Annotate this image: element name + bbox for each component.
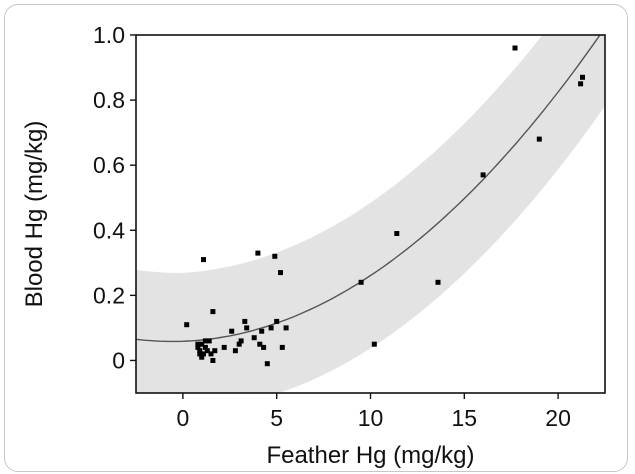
data-point bbox=[184, 322, 190, 328]
data-point bbox=[435, 279, 441, 285]
data-point bbox=[259, 328, 265, 334]
data-point bbox=[251, 335, 257, 341]
data-point bbox=[578, 81, 584, 87]
data-point bbox=[210, 358, 216, 363]
data-point bbox=[199, 341, 205, 347]
data-point bbox=[210, 309, 216, 315]
data-point bbox=[242, 318, 248, 324]
data-point bbox=[201, 257, 206, 263]
data-point bbox=[255, 250, 261, 256]
prediction-band bbox=[136, 35, 605, 393]
y-tick-label: 0.2 bbox=[93, 282, 125, 308]
data-point bbox=[197, 351, 203, 357]
data-point bbox=[204, 348, 210, 354]
x-axis-title: Feather Hg (mg/kg) bbox=[266, 442, 474, 469]
y-tick-label: 1.0 bbox=[93, 22, 125, 48]
x-tick-label: 20 bbox=[545, 405, 571, 431]
data-point bbox=[512, 45, 518, 51]
data-point bbox=[264, 361, 270, 367]
data-point bbox=[279, 344, 285, 350]
data-point bbox=[268, 325, 274, 331]
x-tick-label: 0 bbox=[177, 405, 190, 431]
data-point bbox=[238, 338, 244, 344]
data-point bbox=[206, 338, 212, 344]
data-point bbox=[358, 279, 364, 285]
data-point bbox=[480, 172, 486, 178]
data-point bbox=[201, 351, 206, 357]
data-point bbox=[244, 325, 250, 331]
data-point bbox=[371, 341, 377, 347]
x-tick-label: 15 bbox=[452, 405, 478, 431]
x-tick-label: 5 bbox=[270, 405, 283, 431]
data-point bbox=[274, 318, 280, 324]
data-point bbox=[236, 341, 242, 347]
data-point bbox=[221, 344, 227, 350]
data-point bbox=[261, 344, 267, 350]
y-tick-label: 0.4 bbox=[93, 217, 125, 243]
data-point bbox=[580, 74, 585, 80]
data-point bbox=[229, 328, 235, 334]
data-point bbox=[202, 338, 208, 344]
y-tick-label: 0.8 bbox=[93, 87, 125, 113]
data-point bbox=[197, 348, 203, 354]
data-point bbox=[232, 348, 238, 354]
data-point bbox=[394, 231, 400, 236]
data-point bbox=[257, 341, 263, 347]
x-tick-label: 10 bbox=[358, 405, 384, 431]
data-point bbox=[283, 325, 289, 331]
data-point bbox=[208, 351, 214, 357]
data-point bbox=[212, 348, 218, 354]
y-tick-label: 0.6 bbox=[93, 152, 125, 178]
data-point bbox=[536, 136, 542, 142]
data-point bbox=[195, 344, 201, 350]
data-point bbox=[199, 354, 205, 360]
data-point bbox=[202, 344, 208, 350]
y-tick-label: 0 bbox=[112, 347, 125, 373]
data-point bbox=[272, 253, 278, 259]
chart-card bbox=[4, 4, 628, 472]
y-axis-title: Blood Hg (mg/kg) bbox=[21, 121, 48, 308]
data-point bbox=[278, 270, 283, 276]
fit-curve bbox=[136, 35, 601, 343]
data-point bbox=[195, 341, 201, 347]
